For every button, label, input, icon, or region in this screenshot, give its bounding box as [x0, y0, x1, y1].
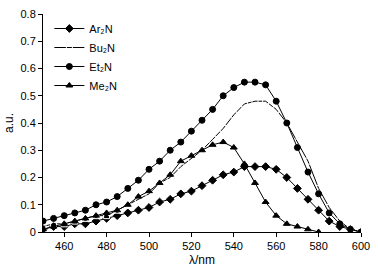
svg-text:460: 460: [55, 240, 73, 252]
svg-text:a.u.: a.u.: [2, 113, 16, 133]
svg-text:600: 600: [352, 240, 370, 252]
svg-text:580: 580: [309, 240, 327, 252]
svg-text:Ar₂N: Ar₂N: [89, 23, 112, 35]
svg-text:0.7: 0.7: [21, 35, 36, 47]
svg-text:500: 500: [140, 240, 158, 252]
svg-text:480: 480: [97, 240, 115, 252]
svg-text:0.8: 0.8: [21, 8, 36, 20]
svg-text:0.6: 0.6: [21, 62, 36, 74]
svg-text:540: 540: [225, 240, 243, 252]
svg-text:560: 560: [267, 240, 285, 252]
svg-text:λ/nm: λ/nm: [189, 253, 215, 267]
svg-text:0: 0: [30, 226, 36, 238]
svg-text:Bu₂N: Bu₂N: [89, 42, 115, 54]
svg-text:520: 520: [182, 240, 200, 252]
svg-text:0.4: 0.4: [21, 117, 36, 129]
svg-text:0.3: 0.3: [21, 144, 36, 156]
svg-text:0.5: 0.5: [21, 90, 36, 102]
svg-text:Et₂N: Et₂N: [89, 61, 112, 73]
svg-text:0.1: 0.1: [21, 199, 36, 211]
svg-text:Me₂N: Me₂N: [89, 80, 117, 92]
svg-text:0.2: 0.2: [21, 171, 36, 183]
